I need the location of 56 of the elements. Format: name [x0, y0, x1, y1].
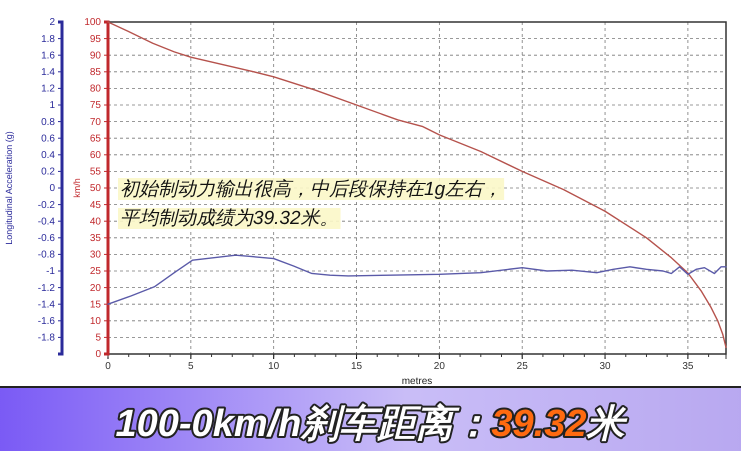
y2-tick-label: 2 [49, 17, 56, 28]
y-tick-label: 40 [90, 216, 102, 228]
y-tick-label: 15 [90, 299, 102, 310]
x-tick-label: 15 [350, 361, 363, 372]
y-tick-label: 95 [90, 34, 102, 45]
y2-tick-label: -1 [46, 266, 56, 278]
y2-tick-label: 1.2 [41, 84, 56, 95]
annotation: 初始制动力输出很高，中后段保持在1g左右，平均制动成绩为39.32米。 [120, 178, 502, 229]
y-tick-label: 45 [90, 200, 102, 211]
y2-tick-label: -1.4 [38, 299, 56, 310]
y2-tick-label: 1 [49, 100, 56, 112]
y-tick-label: 75 [90, 100, 102, 112]
x-axis-title: metres [402, 376, 432, 387]
y-tick-label: 10 [90, 316, 102, 327]
x-tick-label: 0 [105, 361, 112, 372]
y2-tick-label: -0.4 [38, 216, 56, 228]
line-series [107, 254, 727, 305]
x-tick-label: 30 [599, 361, 612, 372]
y2-tick-label: 0.4 [41, 150, 56, 161]
y-tick-label: 55 [90, 166, 102, 178]
y2-tick-label: 1.4 [41, 67, 56, 78]
y-tick-label: 35 [90, 233, 102, 244]
x-tick-label: 10 [268, 361, 280, 372]
y2-tick-label: -1.2 [38, 282, 56, 294]
y2-tick-label: 1.8 [41, 34, 56, 45]
y-tick-label: 20 [90, 282, 102, 294]
y-tick-label: 70 [90, 116, 102, 128]
y-tick-label: 85 [90, 67, 102, 78]
y-tick-label: 50 [90, 183, 102, 194]
y2-tick-label: -0.2 [38, 200, 56, 211]
x-tick-label: 25 [516, 361, 528, 372]
y-axis-title: km/h [72, 178, 82, 198]
y-tick-label: 80 [90, 84, 102, 95]
y2-tick-label: 0.2 [41, 166, 56, 178]
y-tick-label: 100 [84, 17, 102, 28]
y-tick-label: 60 [90, 150, 102, 161]
x-tick-label: 5 [188, 361, 194, 372]
x-tick-label: 20 [434, 361, 446, 372]
y-tick-label: 30 [90, 250, 102, 261]
text: 100-0km/h刹车距离：39.32米 [116, 402, 628, 445]
y2-tick-label: -0.6 [38, 233, 56, 244]
y2-tick-label: 0 [49, 183, 56, 194]
y2-axis-title: Longitudinal Acceleration (g) [4, 131, 14, 245]
y2-tick-label: -1.6 [38, 316, 56, 327]
x-tick-label: 35 [682, 361, 694, 372]
y-tick-label: 0 [95, 349, 102, 360]
y-tick-label: 65 [90, 133, 102, 144]
y-tick-label: 25 [90, 266, 102, 278]
y2-tick-label: 1.6 [41, 50, 56, 62]
y-tick-label: 90 [90, 50, 102, 62]
y2-tick-label: -0.8 [38, 250, 56, 261]
y2-tick-label: -1.8 [38, 332, 56, 344]
y-tick-label: 5 [95, 332, 102, 344]
y2-tick-label: 0.8 [41, 116, 56, 128]
line-series [107, 21, 727, 348]
y2-tick-label: 0.6 [41, 133, 56, 144]
